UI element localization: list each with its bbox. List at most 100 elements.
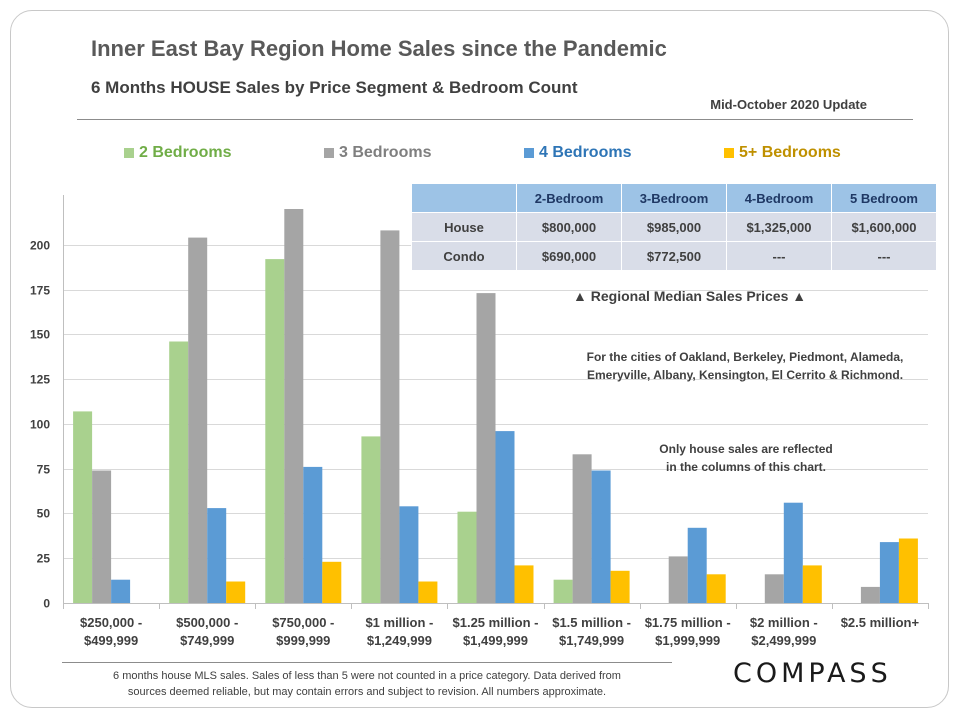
bar-4-bedrooms (783, 502, 803, 603)
y-tick-label: 200 (30, 239, 50, 253)
bar-4-bedrooms (207, 508, 227, 603)
cities-note: For the cities of Oakland, Berkeley, Pie… (560, 348, 930, 384)
bar-5-bedrooms (514, 565, 534, 603)
price-table-cell: --- (726, 241, 832, 271)
y-tick-label: 25 (37, 552, 51, 566)
house-only-note: Only house sales are reflected in the co… (628, 440, 864, 476)
price-table-cell: $800,000 (516, 212, 622, 242)
bar-3-bedrooms (764, 574, 784, 603)
x-category-label: $500,000 - (176, 615, 238, 630)
legend-label-5-bedrooms: 5+ Bedrooms (739, 144, 841, 161)
legend-label-3-bedrooms: 3 Bedrooms (339, 144, 432, 161)
house-only-note-line-1: Only house sales are reflected (659, 442, 833, 456)
footer-line-1: 6 months house MLS sales. Sales of less … (113, 670, 621, 682)
x-category-label: $749,999 (180, 633, 234, 648)
price-table-header-5-bedroom: 5 Bedroom (831, 183, 937, 213)
price-table-header-2-bedroom: 2-Bedroom (516, 183, 622, 213)
chart-legend: 2 Bedrooms 3 Bedrooms 4 Bedrooms 5+ Bedr… (0, 144, 960, 166)
price-table-cell: $985,000 (621, 212, 727, 242)
price-table-row-house: House $800,000 $985,000 $1,325,000 $1,60… (411, 212, 937, 242)
update-date: Mid-October 2020 Update (710, 97, 867, 112)
bar-4-bedrooms (687, 527, 707, 603)
bar-2-bedrooms (553, 579, 573, 603)
bar-2-bedrooms (361, 436, 381, 603)
bar-5-bedrooms (610, 570, 630, 603)
house-only-note-line-2: in the columns of this chart. (665, 460, 826, 474)
price-table-cell: $1,600,000 (831, 212, 937, 242)
cities-note-line-2: Emeryville, Albany, Kensington, El Cerri… (586, 368, 904, 382)
bar-4-bedrooms (591, 470, 611, 603)
bar-3-bedrooms (92, 470, 112, 603)
bar-4-bedrooms (399, 506, 419, 603)
price-table-caption: ▲ Regional Median Sales Prices ▲ (573, 288, 807, 304)
x-category-label: $1.75 million - (645, 615, 731, 630)
median-price-table: 2-Bedroom 3-Bedroom 4-Bedroom 5 Bedroom … (411, 183, 937, 271)
legend-swatch-4-bedrooms (524, 148, 534, 158)
slide-frame (10, 10, 949, 708)
bar-4-bedrooms (111, 579, 131, 603)
bar-3-bedrooms (572, 454, 592, 603)
legend-label-4-bedrooms: 4 Bedrooms (539, 144, 632, 161)
footer-line-2: sources deemed reliable, but may contain… (127, 686, 607, 698)
x-category-label: $999,999 (276, 633, 330, 648)
legend-item-3-bedrooms: 3 Bedrooms (324, 144, 431, 162)
legend-item-4-bedrooms: 4 Bedrooms (524, 144, 631, 162)
y-tick-label: 0 (43, 597, 50, 611)
x-category-label: $1.25 million - (453, 615, 539, 630)
price-table-cell: $1,325,000 (726, 212, 832, 242)
bar-5-bedrooms (706, 574, 726, 603)
legend-swatch-2-bedrooms (124, 148, 134, 158)
bar-3-bedrooms (668, 556, 688, 603)
footer-divider (62, 662, 672, 663)
y-tick-label: 150 (30, 328, 50, 342)
bar-4-bedrooms (303, 466, 323, 603)
legend-label-2-bedrooms: 2 Bedrooms (139, 144, 232, 161)
bar-4-bedrooms (495, 431, 515, 603)
price-table-cell: $690,000 (516, 241, 622, 271)
bar-3-bedrooms (188, 237, 208, 603)
chart-title: Inner East Bay Region Home Sales since t… (91, 36, 667, 61)
legend-item-2-bedrooms: 2 Bedrooms (124, 144, 231, 162)
price-table-cell: $772,500 (621, 241, 727, 271)
x-category-label: $1.5 million - (552, 615, 631, 630)
chart-subtitle: 6 Months HOUSE Sales by Price Segment & … (91, 78, 578, 97)
header-divider (77, 119, 913, 120)
y-tick-label: 125 (30, 373, 50, 387)
bar-2-bedrooms (169, 341, 189, 603)
legend-item-5-bedrooms: 5+ Bedrooms (724, 144, 841, 162)
x-category-label: $1,249,999 (367, 633, 432, 648)
price-table-header-corner (411, 183, 517, 213)
bar-5-bedrooms (802, 565, 822, 603)
bar-3-bedrooms (380, 230, 400, 603)
bar-5-bedrooms (418, 581, 438, 603)
x-category-label: $1,749,999 (559, 633, 624, 648)
legend-swatch-3-bedrooms (324, 148, 334, 158)
x-category-label: $499,999 (84, 633, 138, 648)
footer-disclaimer: 6 months house MLS sales. Sales of less … (62, 668, 672, 700)
bar-5-bedrooms (322, 561, 342, 603)
bar-5-bedrooms (898, 538, 918, 603)
x-category-label: $1,499,999 (463, 633, 528, 648)
price-table-header-3-bedroom: 3-Bedroom (621, 183, 727, 213)
cities-note-line-1: For the cities of Oakland, Berkeley, Pie… (586, 350, 904, 364)
x-category-label: $250,000 - (80, 615, 142, 630)
bar-2-bedrooms (73, 411, 93, 603)
bar-2-bedrooms (265, 259, 285, 603)
bar-3-bedrooms (860, 586, 880, 603)
legend-swatch-5-bedrooms (724, 148, 734, 158)
y-tick-label: 75 (37, 463, 51, 477)
bar-3-bedrooms (476, 293, 496, 603)
x-category-label: $2 million - (750, 615, 818, 630)
bar-3-bedrooms (284, 209, 304, 603)
price-table-cell: House (411, 212, 517, 242)
price-table-row-condo: Condo $690,000 $772,500 --- --- (411, 241, 937, 271)
x-category-label: $2.5 million+ (841, 615, 920, 630)
y-tick-label: 50 (37, 507, 51, 521)
price-table-header-4-bedroom: 4-Bedroom (726, 183, 832, 213)
x-category-label: $750,000 - (272, 615, 334, 630)
bar-2-bedrooms (457, 511, 477, 603)
compass-logo: COMPASS (733, 658, 892, 689)
price-table-cell: --- (831, 241, 937, 271)
y-tick-label: 175 (30, 284, 50, 298)
